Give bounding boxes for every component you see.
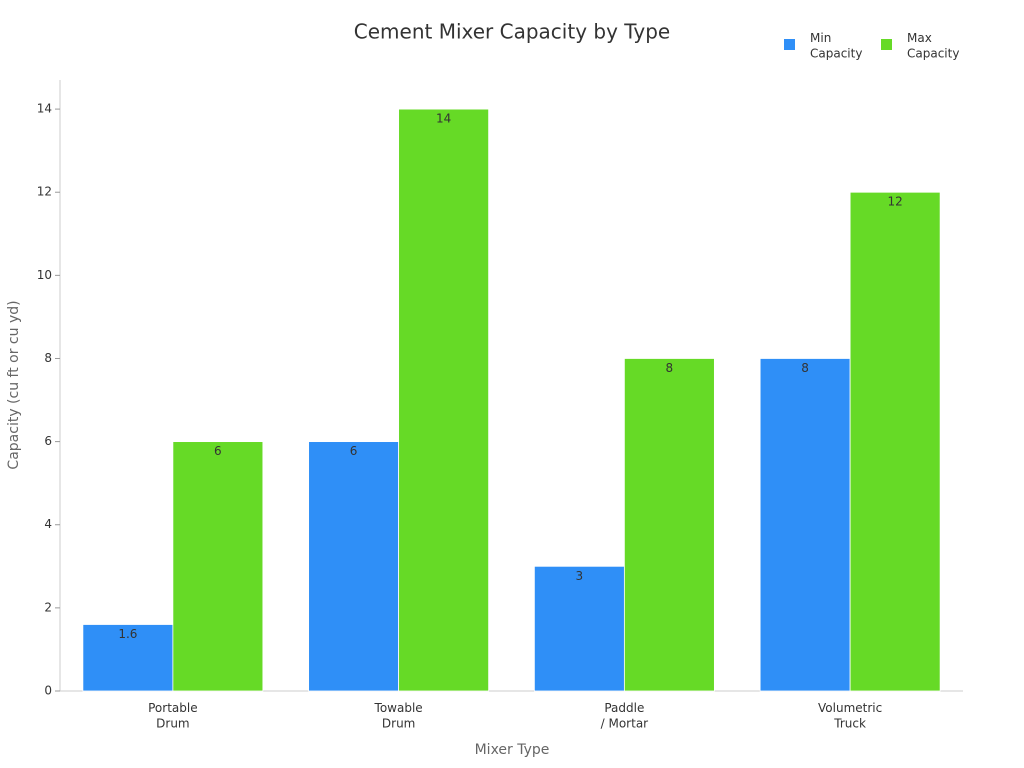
bar [308,441,400,692]
y-tick-label: 8 [44,351,52,365]
y-tick-label: 0 [44,684,52,698]
legend-label: Max Capacity [907,31,959,61]
y-axis-title: Capacity (cu ft or cu yd) [6,300,22,469]
chart-title: Cement Mixer Capacity by Type [354,20,670,44]
value-label: 8 [666,361,674,375]
value-label: 1.6 [118,627,137,641]
value-label: 14 [436,112,451,126]
value-label: 6 [350,444,358,458]
y-tick-label: 12 [37,185,52,199]
x-tick-label: Portable Drum [148,701,197,731]
y-tick-label: 14 [37,102,52,116]
x-tick-label: Volumetric Truck [818,701,882,731]
y-tick-label: 2 [44,600,52,614]
legend-swatch [881,39,892,50]
value-label: 6 [214,444,222,458]
bar [759,358,851,692]
value-label: 8 [801,361,809,375]
legend-label: Min Capacity [810,31,862,61]
legend-swatch [784,39,795,50]
value-label: 12 [887,195,902,209]
y-tick-label: 4 [44,517,52,531]
x-axis-title: Mixer Type [475,742,550,758]
x-tick-label: Towable Drum [374,701,423,731]
x-tick-label: Paddle / Mortar [601,701,649,731]
y-tick-label: 6 [44,434,52,448]
bar [533,565,625,692]
bar [172,441,264,692]
bar [398,108,490,692]
bar [623,358,715,692]
bar [849,191,941,692]
value-label: 3 [576,569,584,583]
y-tick-label: 10 [37,268,52,282]
